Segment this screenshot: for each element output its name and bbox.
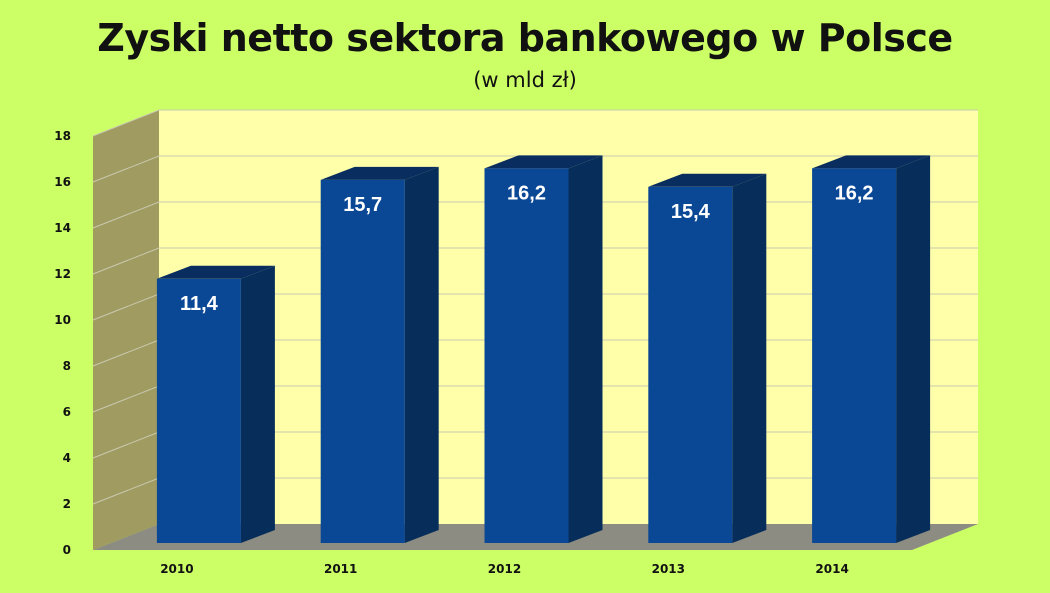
bar-side bbox=[568, 155, 603, 543]
x-tick-label: 2013 bbox=[652, 562, 685, 576]
y-axis: 0 2 4 6 8 10 12 14 16 18 bbox=[54, 129, 71, 557]
bar-side bbox=[896, 155, 931, 543]
bar-front bbox=[156, 278, 241, 543]
y-tick-label: 10 bbox=[54, 313, 71, 327]
x-tick-label: 2011 bbox=[324, 562, 357, 576]
y-tick-label: 12 bbox=[54, 267, 71, 281]
y-tick-label: 0 bbox=[63, 543, 71, 557]
bar-2013: 15,4 bbox=[648, 173, 767, 544]
y-tick-label: 6 bbox=[63, 405, 71, 419]
bar-2011: 15,7 bbox=[320, 166, 439, 543]
bar-side bbox=[732, 173, 767, 544]
y-tick-label: 14 bbox=[54, 221, 71, 235]
bar-value-label: 11,4 bbox=[180, 293, 219, 315]
bar-top bbox=[320, 166, 439, 180]
bar-top bbox=[648, 173, 767, 187]
bar-value-label: 16,2 bbox=[835, 182, 874, 204]
x-axis: 2010 2011 2012 2013 2014 bbox=[160, 562, 849, 576]
bar-side bbox=[240, 265, 275, 543]
x-tick-label: 2012 bbox=[488, 562, 521, 576]
bar-top bbox=[812, 155, 931, 169]
x-tick-label: 2014 bbox=[815, 562, 848, 576]
bar-front bbox=[484, 168, 569, 543]
y-tick-label: 4 bbox=[63, 451, 71, 465]
bar-2012: 16,2 bbox=[484, 155, 603, 543]
y-tick-label: 16 bbox=[54, 175, 71, 189]
bar-value-label: 15,7 bbox=[343, 194, 382, 216]
bar-value-label: 16,2 bbox=[507, 182, 546, 204]
bar-side bbox=[404, 166, 439, 543]
y-tick-label: 8 bbox=[63, 359, 71, 373]
bar-2014: 16,2 bbox=[812, 155, 931, 543]
side-wall bbox=[93, 110, 159, 550]
bar-front bbox=[320, 179, 405, 543]
y-tick-label: 18 bbox=[54, 129, 71, 143]
bar-top bbox=[484, 155, 603, 169]
bars: 11,4 15,7 16,2 15,4 16,2 bbox=[156, 155, 931, 544]
bar-2010: 11,4 bbox=[156, 265, 275, 543]
y-tick-label: 2 bbox=[63, 497, 71, 511]
bar-top bbox=[156, 265, 275, 279]
gridline bbox=[92, 109, 978, 137]
gridline bbox=[92, 155, 978, 183]
x-tick-label: 2010 bbox=[160, 562, 193, 576]
bar-front bbox=[812, 168, 897, 543]
chart-subtitle: (w mld zł) bbox=[473, 68, 577, 92]
bar-front bbox=[648, 186, 733, 544]
bar-value-label: 15,4 bbox=[671, 201, 711, 223]
chart-title: Zyski netto sektora bankowego w Polsce bbox=[97, 16, 953, 60]
